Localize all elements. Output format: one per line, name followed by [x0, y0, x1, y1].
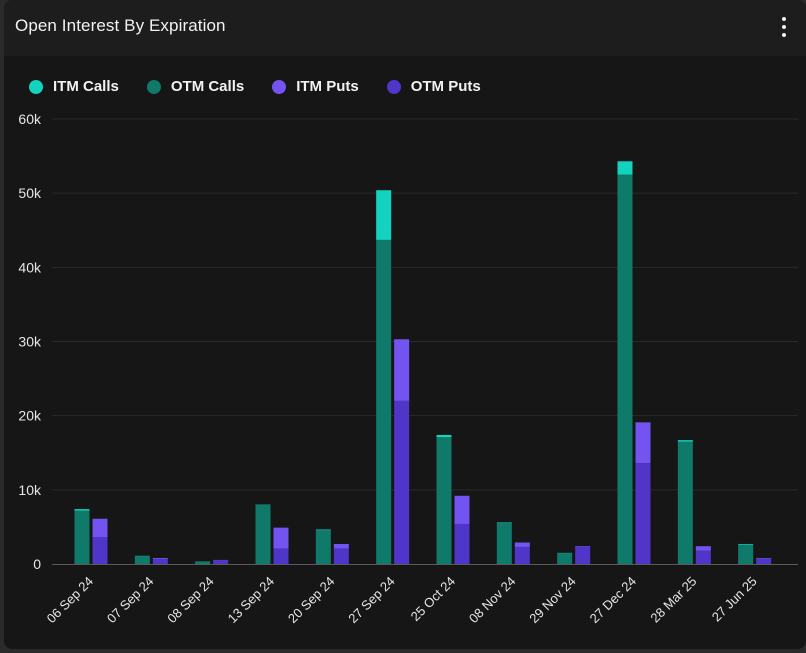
bar-itm-puts[interactable]: [92, 518, 108, 538]
legend-dot-otm-puts: [386, 79, 401, 94]
bar-itm-puts[interactable]: [635, 422, 651, 464]
bar-otm-puts[interactable]: [575, 546, 591, 564]
bar-otm-calls[interactable]: [255, 505, 271, 564]
bar-itm-puts[interactable]: [575, 546, 591, 547]
bar-otm-calls[interactable]: [376, 239, 392, 564]
bar-otm-calls[interactable]: [195, 561, 211, 564]
bar-itm-puts[interactable]: [514, 542, 530, 547]
bar-itm-calls[interactable]: [617, 161, 633, 175]
bar-itm-calls[interactable]: [376, 190, 392, 240]
x-tick-label: 29 Nov 24: [526, 574, 579, 627]
bar-itm-puts[interactable]: [695, 546, 711, 551]
bar-otm-calls[interactable]: [677, 441, 693, 564]
card-header: Open Interest By Expiration: [4, 0, 806, 56]
legend-label-itm-calls: ITM Calls: [53, 78, 119, 95]
legend-dot-itm-calls: [29, 79, 43, 94]
legend-item-itm-calls[interactable]: ITM Calls: [29, 78, 119, 95]
x-tick-label: 13 Sep 24: [225, 574, 278, 627]
bar-otm-calls[interactable]: [315, 530, 331, 564]
y-tick-label: 10k: [18, 482, 42, 498]
bar-itm-calls[interactable]: [74, 509, 90, 511]
x-tick-label: 27 Jun 25: [709, 574, 760, 625]
bar-otm-puts[interactable]: [394, 400, 410, 564]
bar-otm-puts[interactable]: [695, 550, 711, 564]
bar-itm-calls[interactable]: [738, 543, 754, 545]
legend-label-otm-calls: OTM Calls: [170, 78, 245, 95]
bar-otm-calls[interactable]: [617, 174, 633, 564]
x-tick-label: 08 Nov 24: [466, 574, 519, 627]
bar-otm-calls[interactable]: [496, 523, 512, 564]
y-tick-label: 20k: [18, 408, 42, 424]
bar-otm-calls[interactable]: [74, 510, 90, 564]
y-tick-label: 40k: [18, 259, 42, 275]
bar-otm-calls[interactable]: [134, 556, 150, 564]
y-tick-label: 50k: [18, 185, 42, 201]
menu-dot: [782, 33, 786, 37]
chart-title: Open Interest By Expiration: [15, 16, 226, 35]
bar-otm-calls[interactable]: [557, 553, 573, 564]
bar-otm-puts[interactable]: [454, 523, 470, 564]
bar-itm-puts[interactable]: [454, 495, 470, 524]
bar-itm-puts[interactable]: [394, 339, 410, 401]
bar-itm-puts[interactable]: [756, 558, 772, 559]
x-tick-label: 08 Sep 24: [164, 574, 217, 627]
bar-otm-puts[interactable]: [514, 546, 530, 564]
chart-legend: ITM Calls OTM Calls ITM Puts OTM Puts: [29, 78, 509, 95]
bar-otm-puts[interactable]: [756, 558, 772, 564]
bar-itm-calls[interactable]: [677, 440, 693, 442]
bar-itm-puts[interactable]: [152, 558, 168, 560]
legend-item-otm-puts[interactable]: OTM Puts: [386, 78, 481, 95]
bar-otm-puts[interactable]: [273, 548, 289, 564]
x-tick-label: 20 Sep 24: [285, 574, 338, 627]
bar-otm-puts[interactable]: [635, 463, 651, 564]
menu-dot: [782, 25, 786, 29]
legend-dot-itm-puts: [272, 79, 287, 94]
bar-otm-puts[interactable]: [152, 559, 168, 564]
x-tick-label: 27 Dec 24: [587, 574, 640, 627]
y-tick-label: 60k: [18, 111, 42, 127]
y-tick-label: 30k: [18, 334, 42, 350]
bar-itm-calls[interactable]: [496, 522, 512, 524]
bar-otm-calls[interactable]: [738, 544, 754, 564]
legend-label-otm-puts: OTM Puts: [410, 78, 481, 95]
bar-otm-puts[interactable]: [92, 537, 108, 564]
bar-itm-calls[interactable]: [315, 529, 331, 531]
x-tick-label: 28 Mar 25: [647, 574, 699, 626]
legend-item-itm-puts[interactable]: ITM Puts: [272, 78, 359, 95]
bar-itm-puts[interactable]: [273, 527, 289, 549]
x-tick-label: 27 Sep 24: [345, 574, 398, 627]
bar-itm-puts[interactable]: [333, 543, 349, 549]
x-tick-label: 25 Oct 24: [408, 574, 458, 624]
bar-otm-puts[interactable]: [333, 548, 349, 564]
x-tick-label: 06 Sep 24: [44, 574, 97, 627]
legend-label-itm-puts: ITM Puts: [296, 78, 359, 95]
bar-itm-calls[interactable]: [436, 434, 452, 438]
bar-otm-calls[interactable]: [436, 437, 452, 564]
x-tick-label: 07 Sep 24: [104, 574, 157, 627]
legend-item-otm-calls[interactable]: OTM Calls: [146, 78, 245, 95]
legend-dot-otm-calls: [146, 79, 161, 94]
more-vertical-icon[interactable]: [776, 14, 792, 40]
bar-otm-puts[interactable]: [213, 560, 229, 564]
menu-dot: [782, 17, 786, 21]
y-tick-label: 0: [33, 556, 41, 572]
